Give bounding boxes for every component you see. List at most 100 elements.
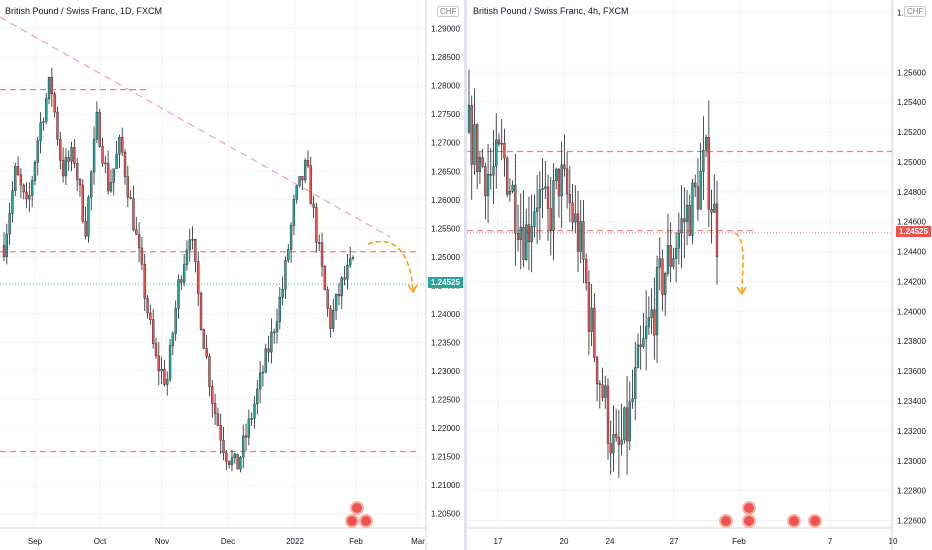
event-marker-icon [359,514,373,528]
event-marker-icon [808,514,822,528]
candle-body [219,425,222,441]
candle-body [495,139,498,167]
x-tick-label: 24 [606,537,615,546]
x-tick-label: Nov [155,537,169,546]
event-marker-icon [350,501,364,515]
candle-body [42,121,45,123]
event-marker-icon [742,514,756,528]
y-tick-label: 1.23500 [431,338,460,347]
candle-body [617,436,621,445]
candle-body [535,207,539,212]
candle-body [636,344,640,368]
candle-body [644,326,648,339]
candle-body [8,213,11,235]
candle-body [166,379,169,385]
candle-body [349,258,352,266]
candle-body [50,77,54,95]
candle-body [476,124,479,172]
y-tick-label: 1.22600 [897,517,926,526]
candle-body [287,249,290,261]
y-tick-label: 1.26500 [431,167,460,176]
event-marker-icon [719,514,733,528]
candle-body [606,385,610,444]
candle-body [98,112,101,147]
candle-body [516,232,520,240]
chart-1d-currency-badge[interactable]: CHF [437,6,460,17]
candle-body [199,293,203,330]
candle-body [132,198,135,230]
candle-body [585,259,588,284]
candle-body [39,122,42,141]
candle-body [112,168,115,183]
event-marker-icon [345,514,359,528]
candle-body [519,227,522,240]
y-tick-label: 1.23600 [897,367,926,376]
candle-body [47,77,51,99]
projection-arrowhead [407,284,418,294]
candle-body [157,355,160,372]
y-tick-label: 1.25500 [431,224,460,233]
candle-body [11,190,14,214]
candle-body [683,218,686,222]
candle-body [109,182,113,192]
y-tick-label: 1.25400 [897,98,926,107]
candle-body [301,176,304,181]
y-tick-label: 1.27500 [431,110,460,119]
candle-body [25,191,28,200]
candle-body [707,136,710,210]
candle-body [64,157,68,177]
candle-body [292,199,296,226]
candle-body [527,224,531,243]
candle-body [533,211,536,227]
candle-body [576,213,580,252]
x-tick-label: 10 [889,537,898,546]
candle-body [677,232,680,249]
candle-body [174,308,177,334]
candle-body [470,105,473,165]
panel-divider[interactable] [464,0,467,550]
candle-body [309,165,312,205]
x-tick-label: Sep [28,537,43,546]
candle-body [90,171,93,198]
chart-4h-currency-badge[interactable]: CHF [904,6,927,17]
candle-body [275,321,279,333]
candle-body [95,112,99,140]
candle-body [631,398,634,402]
candle-body [568,193,571,204]
candle-body [236,453,239,470]
candle-body [500,142,503,145]
candle-body [315,207,318,243]
candle-body [664,273,667,295]
candle-body [326,289,329,309]
candle-body [312,203,315,208]
candle-body [582,221,585,260]
candle-body [484,165,487,197]
candle-body [264,348,267,373]
y-tick-label: 1.22000 [431,424,460,433]
candle-body [135,229,138,235]
candle-body [256,388,259,405]
x-tick-label: 7 [828,537,833,546]
candle-body [278,297,282,322]
candle-body [230,457,234,465]
candle-body [323,265,327,290]
chart-4h[interactable]: 1.22600 1.22800 1.23000 1.23200 1.23400 1.236… [467,0,932,550]
candle-body [53,93,56,113]
candle-body [571,202,574,223]
candle-body [565,168,569,195]
candle-body [261,371,265,374]
chart-1d[interactable]: 1.20500 1.21000 1.21500 1.22000 1.22500 1.230… [0,0,464,550]
candle-body [19,174,23,186]
candle-body [478,157,482,172]
candle-body [669,245,672,267]
candle-body [36,140,39,163]
candle-body [595,357,599,384]
candle-body [685,204,689,222]
candle-body [154,343,158,357]
candle-body [121,137,124,153]
candle-body [227,461,231,465]
chart-4h-last-price-tag: 1.24525 [896,225,931,237]
candle-body [242,435,245,458]
candle-body [146,298,149,314]
candle-body [149,312,152,320]
